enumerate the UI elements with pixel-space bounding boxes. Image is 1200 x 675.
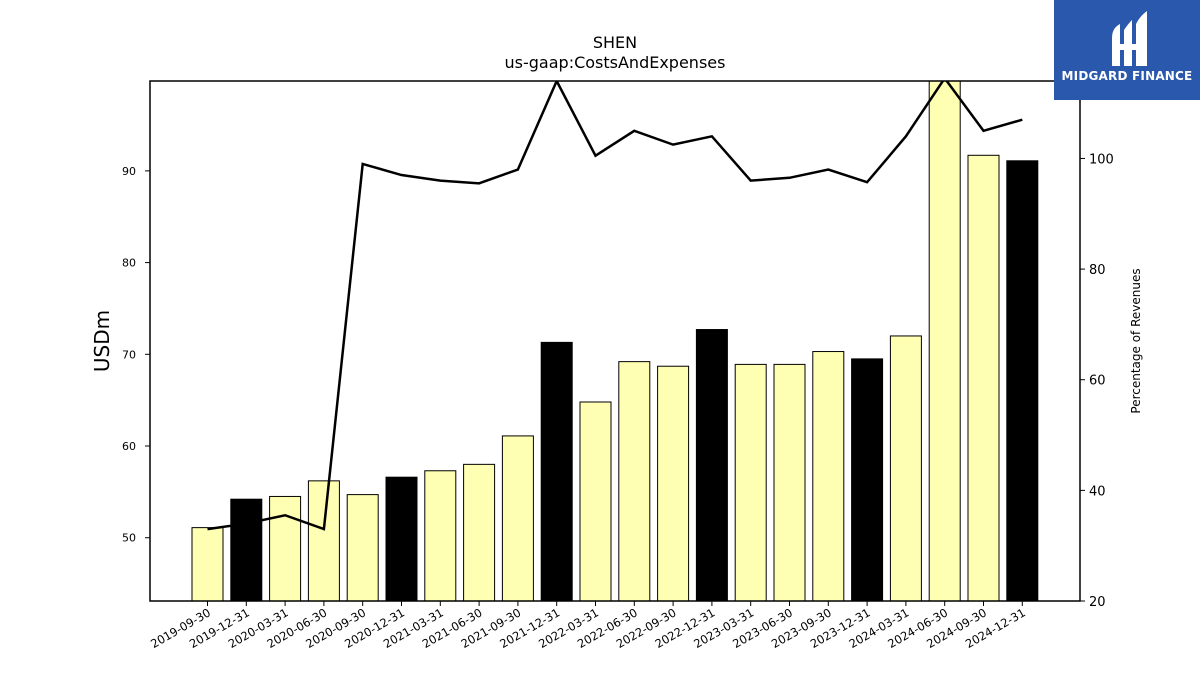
chart-title: SHEN <box>593 33 637 52</box>
y2-tick-label: 20 <box>1089 595 1106 610</box>
bar-2021-12-31 <box>540 341 573 601</box>
y2-tick-label: 80 <box>1089 263 1106 278</box>
bar-2022-03-31 <box>579 401 612 601</box>
plot-frame <box>149 80 1081 602</box>
line-series <box>207 81 1023 531</box>
bar-2023-06-30 <box>773 363 806 601</box>
y-axis-label: USDm <box>90 310 114 372</box>
bar-series <box>191 81 1039 601</box>
bar-2020-03-31 <box>269 495 302 601</box>
bar-2024-12-31 <box>1006 160 1039 601</box>
bar-2023-09-30 <box>812 351 845 601</box>
y-tick-label: 60 <box>122 440 136 453</box>
bar-2019-09-30 <box>191 527 224 601</box>
bar-2024-03-31 <box>889 335 922 601</box>
bar-2022-09-30 <box>657 365 690 601</box>
bar-2023-12-31 <box>851 358 884 601</box>
bar-2020-06-30 <box>307 480 340 601</box>
bar-2021-03-31 <box>424 470 457 601</box>
y-axis-left: 50 60 70 80 90 <box>122 165 150 545</box>
bar-2022-12-31 <box>695 329 728 601</box>
chart-subtitle: us-gaap:CostsAndExpenses <box>505 53 726 72</box>
midgard-logo-icon <box>1112 11 1147 66</box>
x-axis: 2019-09-302019-12-312020-03-312020-06-30… <box>148 601 1028 651</box>
y-axis-right: 20 40 60 80 100 <box>1080 152 1114 610</box>
logo-text: MIDGARD FINANCE <box>1061 69 1193 83</box>
y-tick-label: 90 <box>122 165 136 178</box>
bar-2020-12-31 <box>385 476 418 601</box>
bar-2021-06-30 <box>463 463 496 601</box>
bar-2021-09-30 <box>501 435 534 601</box>
bar-2022-06-30 <box>618 361 651 601</box>
midgard-finance-logo: MIDGARD FINANCE <box>1054 0 1200 100</box>
bar-2020-09-30 <box>346 494 379 601</box>
bar-2024-09-30 <box>967 154 1000 601</box>
y2-tick-label: 60 <box>1089 374 1106 389</box>
y2-axis-label: Percentage of Revenues <box>1129 268 1143 413</box>
y2-tick-label: 40 <box>1089 484 1106 499</box>
y-tick-label: 70 <box>122 348 136 361</box>
percentage-of-revenues-line <box>207 81 1023 531</box>
bar-2019-12-31 <box>230 498 263 601</box>
y-tick-label: 50 <box>122 532 136 545</box>
y2-tick-label: 100 <box>1089 152 1114 167</box>
y-tick-label: 80 <box>122 257 136 270</box>
bar-2024-06-30 <box>928 81 961 601</box>
bar-2023-03-31 <box>734 363 767 601</box>
